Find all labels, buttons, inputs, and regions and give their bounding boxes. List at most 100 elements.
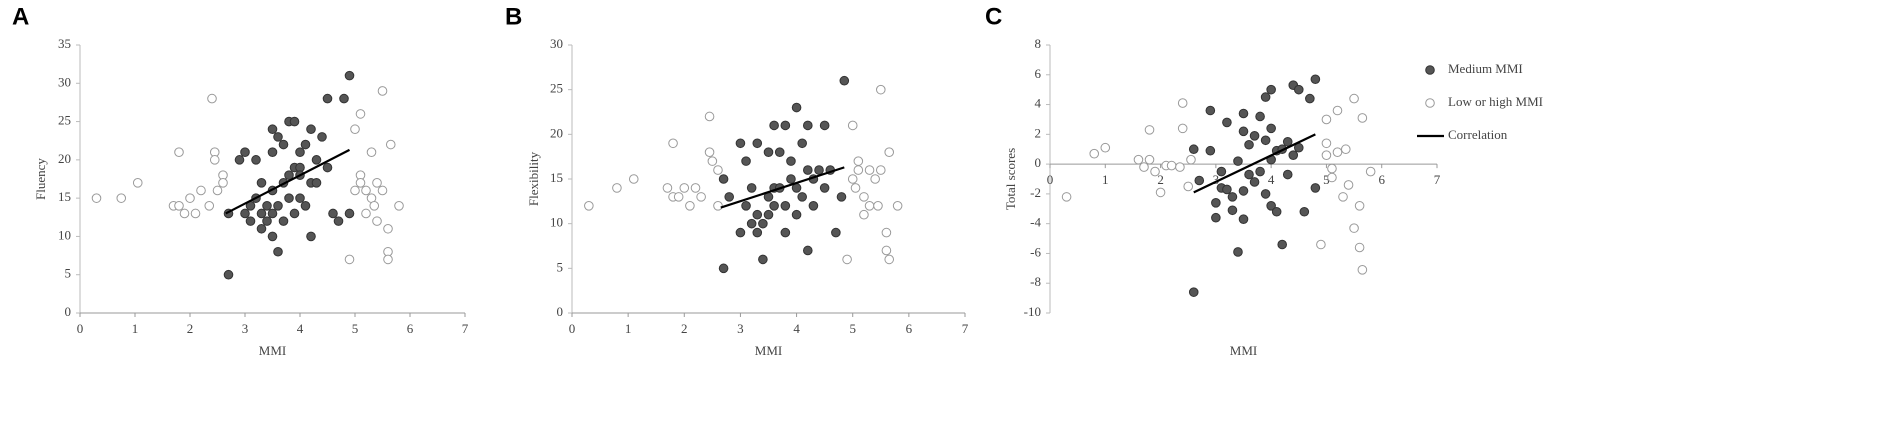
data-point (786, 156, 796, 166)
x-tick-label: 7 (962, 321, 969, 336)
x-tick-label: 7 (462, 321, 469, 336)
data-point (1260, 92, 1271, 102)
data-point (278, 216, 289, 226)
data-point (234, 155, 245, 165)
data-point (256, 208, 267, 219)
data-point (1211, 198, 1221, 208)
x-tick-label: 5 (1323, 172, 1330, 187)
data-point (262, 201, 272, 211)
data-point (284, 170, 294, 180)
data-point (881, 245, 892, 256)
data-point (245, 216, 256, 226)
data-point (803, 165, 813, 175)
data-point (842, 254, 852, 265)
y-tick-label: 4 (1035, 96, 1042, 111)
data-point (668, 138, 678, 149)
data-point (786, 174, 796, 184)
x-tick-label: 7 (1434, 172, 1441, 187)
data-point (1222, 117, 1232, 128)
x-tick-label: 4 (1268, 172, 1275, 187)
data-point (839, 75, 850, 86)
panel-label: B (505, 3, 522, 30)
data-point (1238, 214, 1249, 224)
data-point (1089, 148, 1100, 159)
data-point (1282, 169, 1293, 180)
legend-label: Correlation (1448, 127, 1508, 142)
data-point (317, 132, 327, 142)
data-point (1244, 169, 1254, 180)
data-point (240, 208, 250, 219)
data-point (1354, 201, 1365, 211)
data-point (256, 223, 267, 234)
x-tick-label: 6 (906, 321, 913, 336)
data-point (752, 138, 763, 149)
data-point (1133, 154, 1144, 165)
data-point (584, 201, 594, 211)
data-point (704, 111, 715, 122)
data-point (780, 227, 791, 238)
data-point (207, 93, 217, 104)
data-point (267, 124, 278, 135)
data-point (873, 201, 883, 211)
data-point (884, 254, 895, 265)
data-point (1222, 184, 1232, 195)
legend-label: Low or high MMI (1448, 94, 1543, 109)
y-tick-label: 0 (557, 304, 564, 319)
data-point (91, 193, 102, 203)
legend-marker (1425, 98, 1435, 108)
x-tick-label: 5 (849, 321, 856, 336)
legend-label: Medium MMI (1448, 61, 1523, 76)
x-axis-label: MMI (1230, 343, 1257, 358)
data-point (724, 192, 735, 202)
y-tick-label: 10 (550, 215, 563, 230)
data-point (746, 183, 757, 193)
data-point (1144, 125, 1155, 135)
data-point (746, 218, 757, 229)
data-point (344, 208, 355, 219)
data-point (273, 201, 283, 211)
data-point (1205, 145, 1216, 156)
data-point (311, 178, 322, 188)
data-point (1255, 166, 1265, 177)
data-point (1349, 223, 1359, 233)
x-tick-label: 0 (569, 321, 576, 336)
data-point (1249, 177, 1260, 187)
data-point (859, 209, 869, 220)
data-point (763, 147, 774, 157)
data-point (1249, 131, 1260, 141)
data-point (262, 216, 272, 226)
x-tick-label: 5 (352, 321, 359, 336)
data-point (1186, 154, 1196, 165)
x-tick-label: 2 (681, 321, 688, 336)
data-point (707, 156, 718, 166)
data-point (1205, 105, 1216, 116)
y-tick-label: 2 (1035, 125, 1042, 140)
data-point (355, 109, 366, 119)
y-tick-label: 15 (550, 170, 563, 185)
y-tick-label: 20 (58, 151, 71, 166)
data-point (394, 201, 404, 211)
data-point (884, 147, 895, 157)
data-point (797, 192, 807, 202)
data-point (752, 209, 763, 220)
data-point (864, 201, 875, 211)
data-point (1183, 181, 1194, 192)
data-point (383, 254, 393, 265)
data-point (673, 192, 684, 202)
data-point (1188, 144, 1199, 155)
x-tick-label: 4 (297, 321, 304, 336)
data-point (758, 254, 768, 265)
data-point (196, 185, 206, 196)
data-point (1332, 105, 1343, 116)
data-point (218, 178, 228, 188)
data-point (289, 116, 300, 127)
y-tick-label: -8 (1030, 274, 1041, 289)
data-point (752, 227, 763, 238)
data-point (1144, 154, 1155, 165)
data-point (212, 185, 223, 196)
data-point (870, 174, 880, 184)
data-point (735, 227, 746, 238)
data-point (769, 201, 779, 211)
data-point (847, 120, 858, 131)
